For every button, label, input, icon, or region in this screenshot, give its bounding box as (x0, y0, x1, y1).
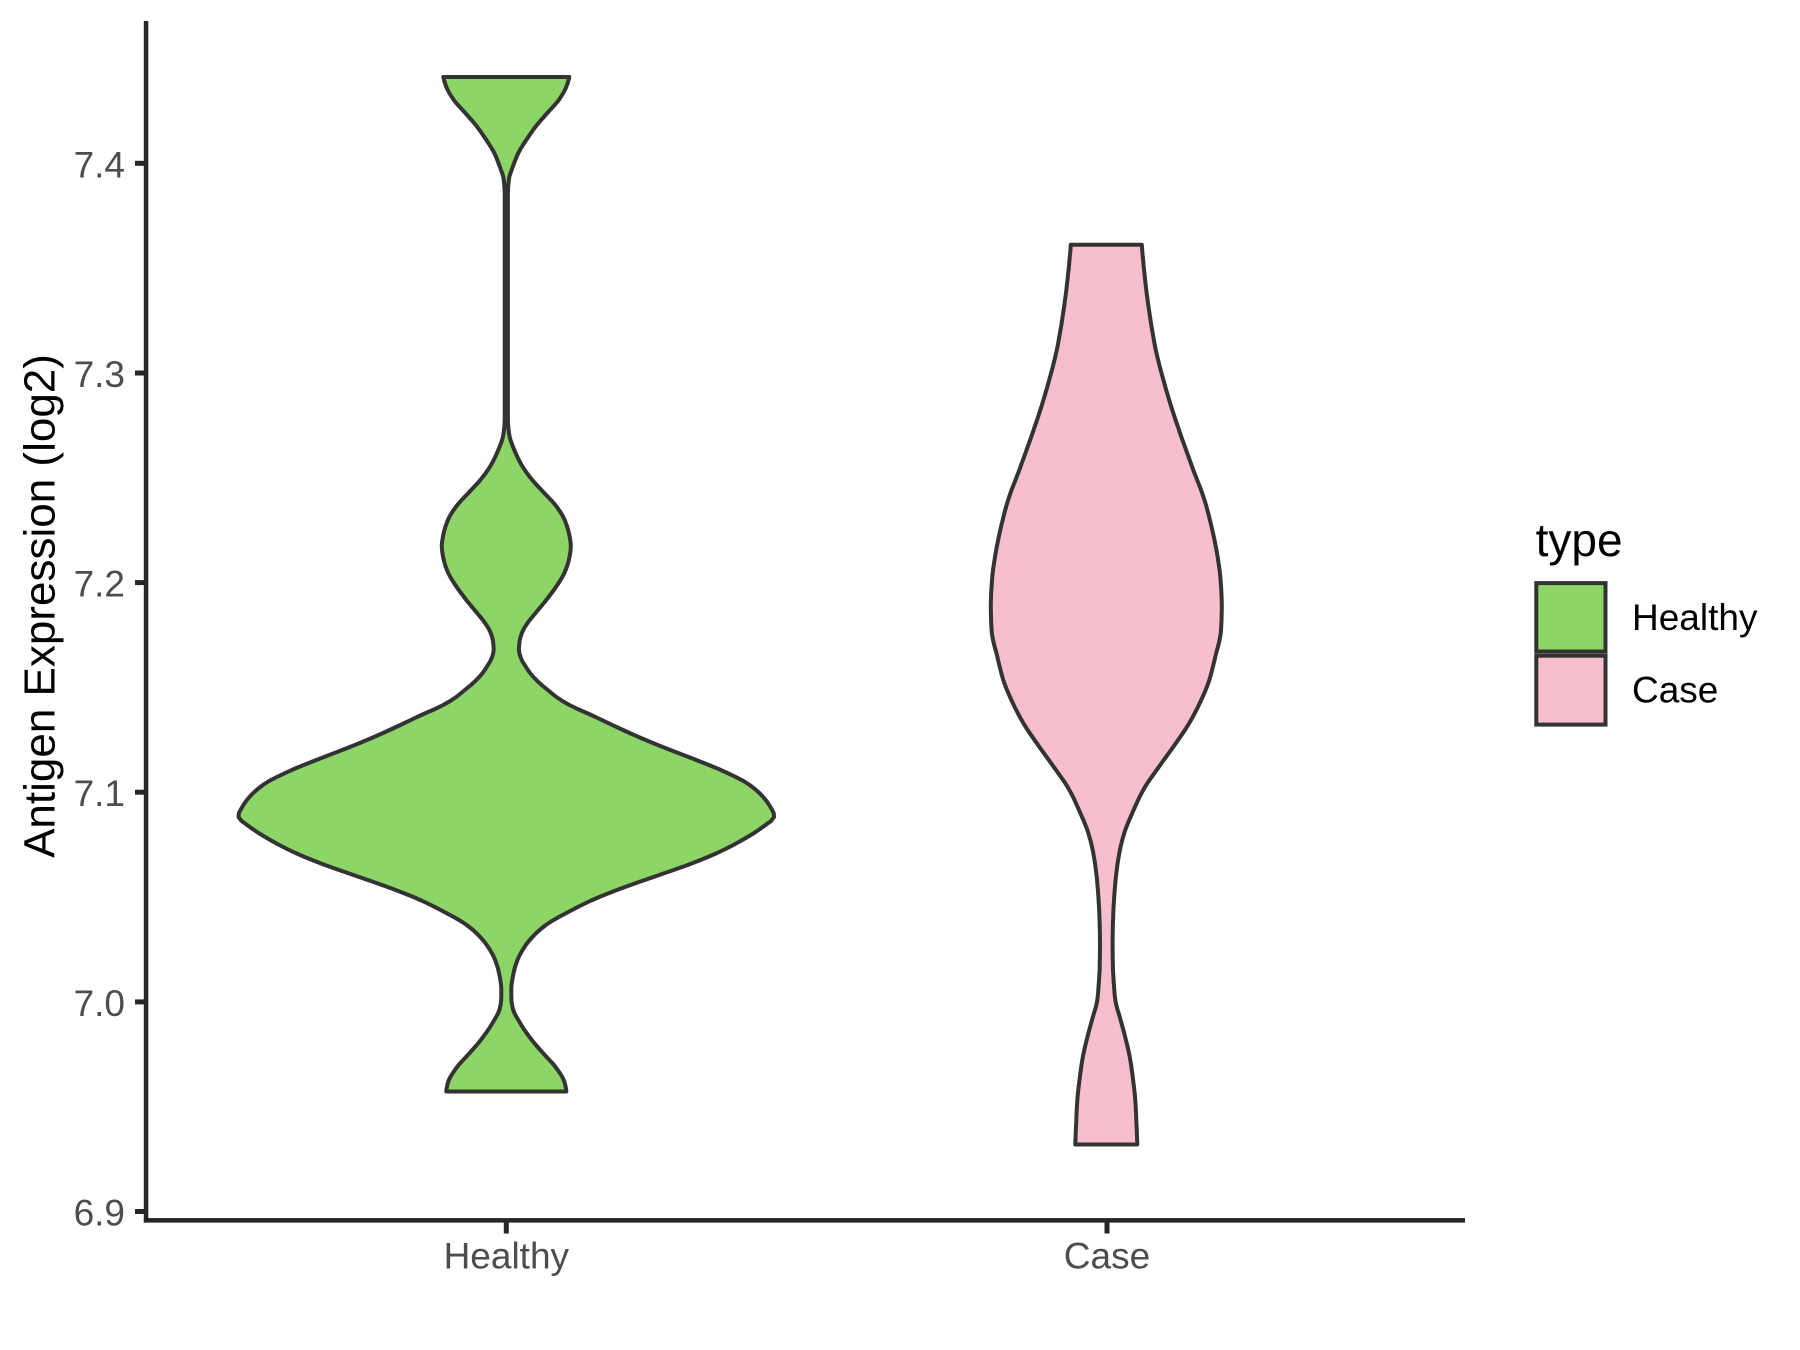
svg-text:type: type (1536, 514, 1623, 566)
svg-text:7.3: 7.3 (74, 354, 125, 395)
svg-text:Case: Case (1064, 1236, 1150, 1277)
svg-text:7.2: 7.2 (74, 564, 125, 605)
svg-text:6.9: 6.9 (74, 1193, 125, 1234)
svg-text:7.1: 7.1 (74, 773, 125, 814)
svg-text:Antigen Expression (log2): Antigen Expression (log2) (16, 354, 65, 858)
svg-text:Case: Case (1632, 670, 1718, 711)
svg-text:7.4: 7.4 (74, 144, 125, 185)
svg-text:7.0: 7.0 (74, 983, 125, 1024)
svg-text:Healthy: Healthy (1632, 597, 1758, 638)
svg-text:Healthy: Healthy (444, 1236, 570, 1277)
